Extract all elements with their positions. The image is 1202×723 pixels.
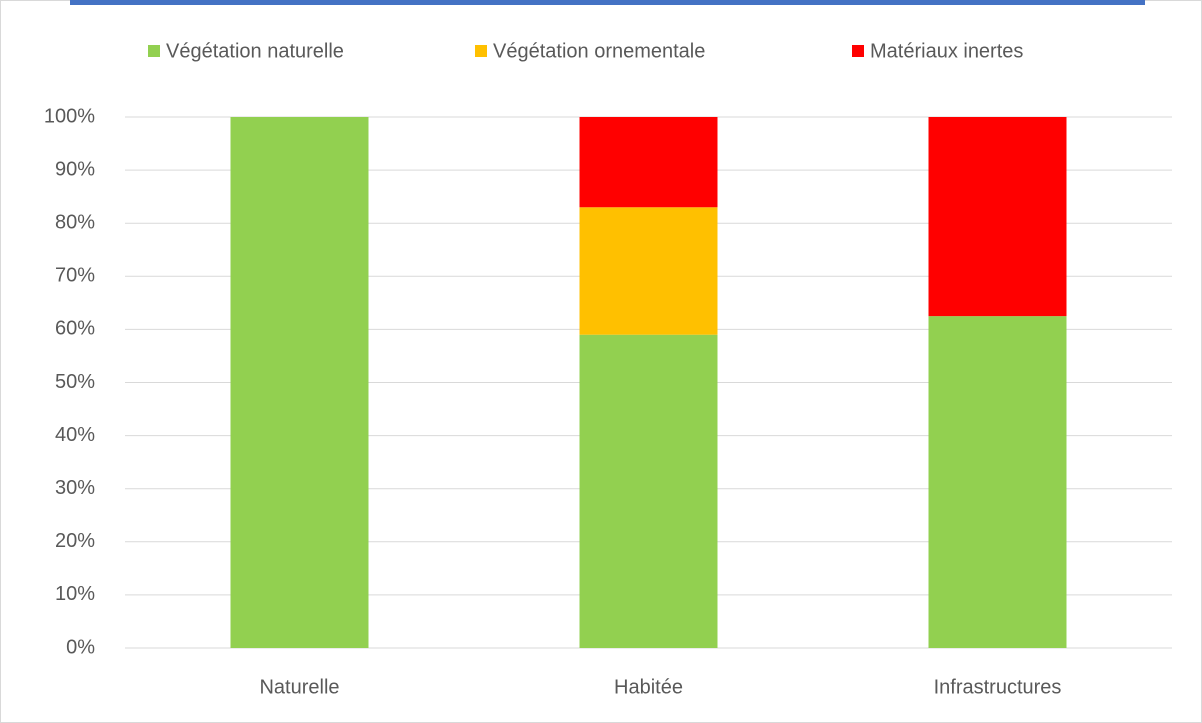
legend-swatch <box>148 45 160 57</box>
x-tick-label: Naturelle <box>259 676 339 698</box>
y-tick-label: 0% <box>66 636 95 658</box>
y-tick-label: 10% <box>55 583 95 605</box>
x-tick-label: Habitée <box>614 676 683 698</box>
bar-segment <box>230 117 369 648</box>
bar-segment <box>579 207 718 335</box>
y-tick-label: 40% <box>55 424 95 446</box>
bar-segment <box>928 117 1067 317</box>
y-tick-label: 50% <box>55 371 95 393</box>
y-tick-label: 20% <box>55 530 95 552</box>
x-tick-label: Infrastructures <box>934 676 1062 698</box>
y-tick-label: 70% <box>55 265 95 287</box>
legend-swatch <box>852 45 864 57</box>
legend-label: Matériaux inertes <box>870 40 1023 62</box>
y-tick-label: 100% <box>44 105 95 127</box>
legend-label: Végétation ornementale <box>493 40 705 62</box>
legend-label: Végétation naturelle <box>166 40 344 62</box>
y-tick-label: 60% <box>55 318 95 340</box>
top-band <box>70 0 1145 5</box>
y-tick-label: 90% <box>55 158 95 180</box>
y-tick-label: 80% <box>55 211 95 233</box>
bar-segment <box>928 316 1067 648</box>
legend-swatch <box>475 45 487 57</box>
y-tick-label: 30% <box>55 477 95 499</box>
bar-segment <box>579 117 718 208</box>
bar-segment <box>579 334 718 648</box>
